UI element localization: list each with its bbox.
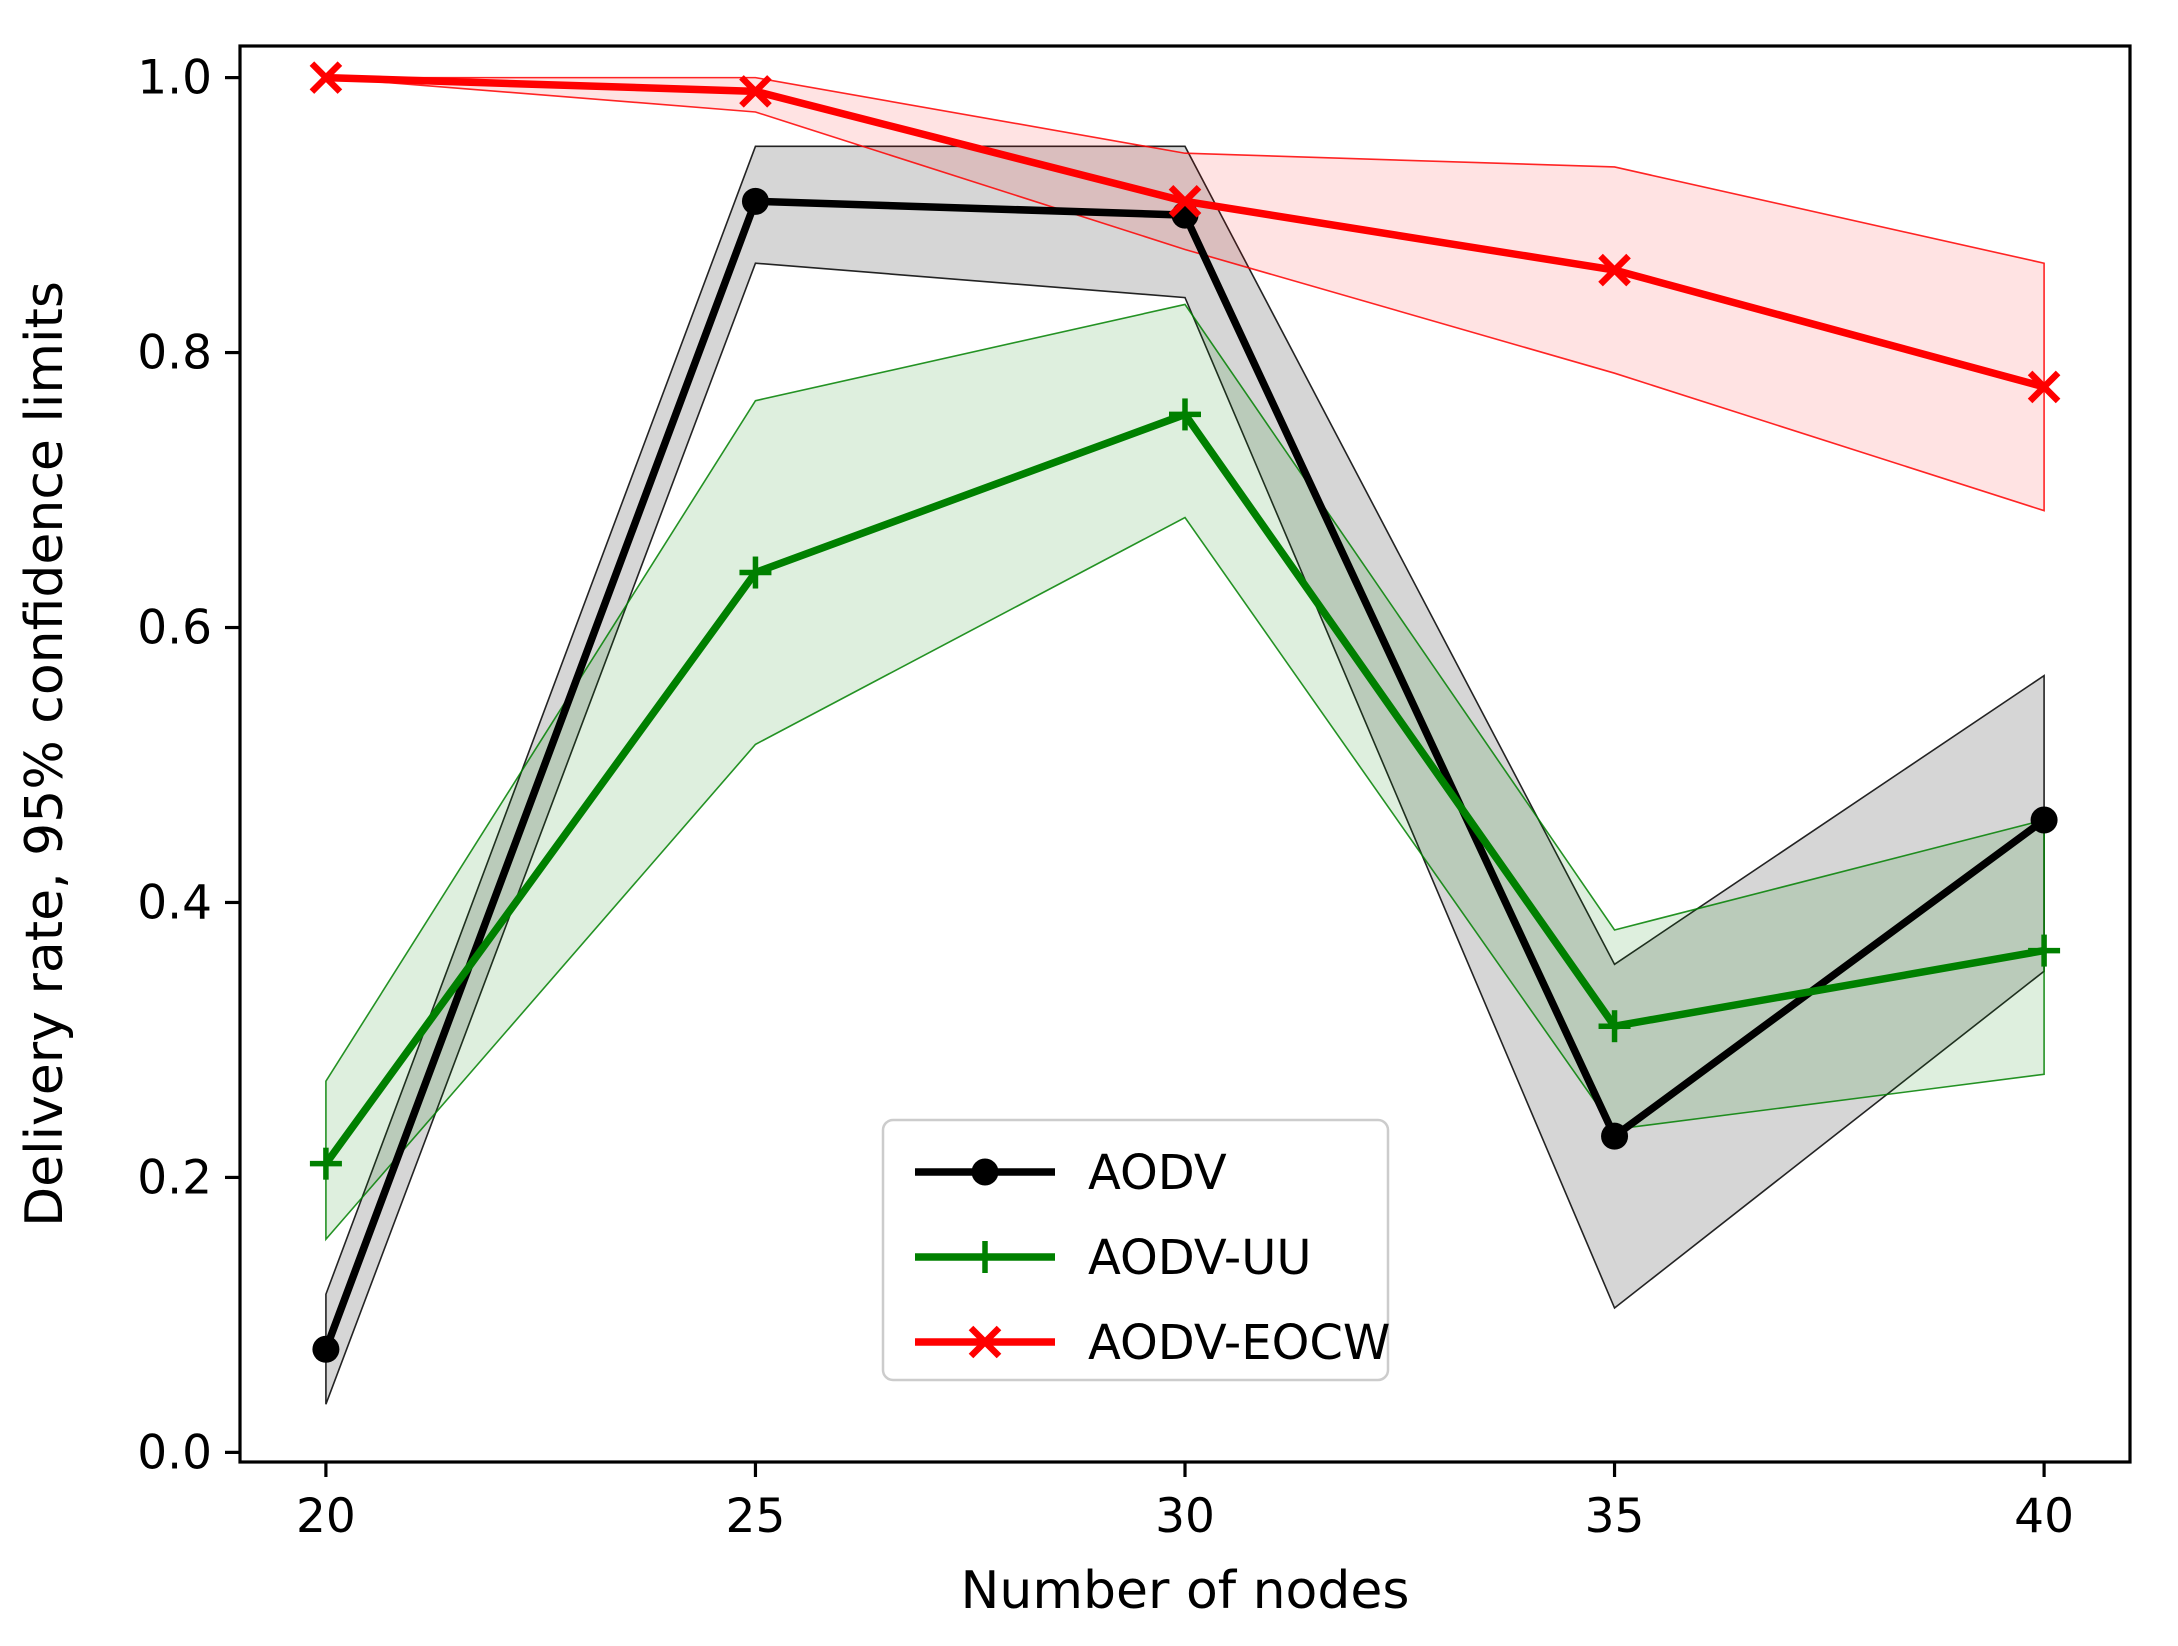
y-tick-label: 1.0 bbox=[137, 51, 212, 106]
confidence-bands bbox=[325, 76, 2045, 1405]
legend-label-aodv-uu: AODV-UU bbox=[1088, 1230, 1312, 1286]
legend-label-aodv: AODV bbox=[1088, 1145, 1227, 1201]
y-tick-label: 0.6 bbox=[137, 601, 212, 656]
x-tick-label: 40 bbox=[2014, 1489, 2074, 1544]
legend-item-aodv-eocw: AODV-EOCW bbox=[915, 1315, 1390, 1371]
series-aodv-eocw bbox=[309, 61, 2061, 404]
x-tick-label: 20 bbox=[296, 1489, 356, 1544]
legend-box bbox=[881, 1118, 1390, 1382]
chart-layers: 20 25 30 35 400.00.20.40.60.81.0AODVAODV-UUA… bbox=[137, 44, 2132, 1544]
confidence-band-aodv-uu bbox=[325, 303, 2045, 1242]
x-tick-label: 25 bbox=[726, 1489, 786, 1544]
legend-label-aodv-eocw: AODV-EOCW bbox=[1088, 1315, 1390, 1371]
x-tick-label: 35 bbox=[1585, 1489, 1645, 1544]
y-tick-label: 0.2 bbox=[137, 1150, 212, 1205]
series-aodv-uu bbox=[309, 398, 2061, 1180]
x-axis-label: Number of nodes bbox=[961, 1561, 1410, 1621]
legend: AODV AODV-UU AODV-EOCW bbox=[881, 1118, 1390, 1382]
y-tick-label: 0.4 bbox=[137, 875, 212, 930]
y-tick-label: 0.8 bbox=[137, 326, 212, 381]
legend-item-aodv-uu: AODV-UU bbox=[915, 1230, 1312, 1286]
y-tick-label: 0.0 bbox=[137, 1425, 212, 1480]
x-tick-label: 30 bbox=[1155, 1489, 1215, 1544]
axes: 20 25 30 35 40 0.0 0.2 0.4 0.6 0.8 1.0 bbox=[137, 44, 2132, 1544]
series-lines bbox=[309, 61, 2061, 1363]
series-aodv bbox=[312, 187, 2058, 1363]
y-axis-label: Delivery rate, 95% confidence limits bbox=[15, 281, 75, 1227]
legend-item-aodv: AODV bbox=[915, 1145, 1227, 1201]
